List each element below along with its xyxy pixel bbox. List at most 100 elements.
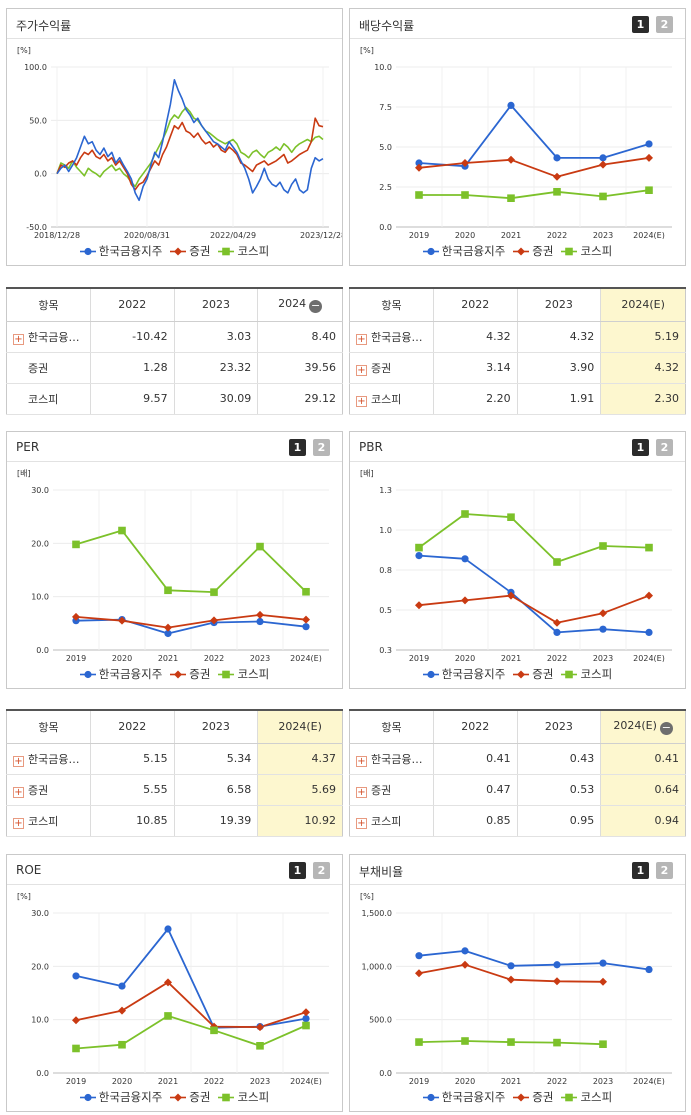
legend-item[interactable]: 한국금융지주	[422, 1089, 505, 1105]
legend-item[interactable]: 한국금융지주	[422, 666, 505, 682]
legend-item[interactable]: 코스피	[561, 243, 612, 259]
value-cell: 5.69	[257, 774, 343, 806]
panel-title: 배당수익률	[359, 19, 415, 33]
panel-title: ROE	[16, 863, 42, 877]
chart-view-1-button[interactable]: 1	[632, 16, 649, 33]
legend-item[interactable]: 한국금융지주	[422, 243, 505, 259]
value-cell: 1.28	[89, 352, 175, 384]
expand-icon[interactable]: +	[13, 755, 24, 767]
dividend-chart: [%]10.0 7.5 5.0 2.5 0.0 2019 2020 2021 2022 2023 2…	[360, 46, 672, 239]
per-table: 항목 2022 2023 2024(E) + 한국금융… 5.15 5.34 4.37 + 증권 5.…	[6, 709, 343, 837]
expand-icon[interactable]: +	[13, 786, 24, 798]
chart-view-1-button[interactable]: 1	[632, 862, 649, 879]
y-tick-label: 0.0	[379, 1069, 392, 1078]
legend-item[interactable]: 한국금융지주	[79, 1089, 162, 1105]
y-tick-label: 10.0	[31, 593, 49, 602]
expand-icon[interactable]: +	[13, 817, 24, 829]
data-point	[645, 186, 653, 194]
data-point	[415, 191, 423, 199]
data-point	[118, 526, 126, 535]
legend-swatch-icon	[170, 670, 187, 679]
legend-item[interactable]: 증권	[513, 666, 553, 682]
series-line	[56, 106, 324, 188]
x-tick-label: 2020	[112, 1077, 132, 1085]
data-point	[645, 543, 653, 552]
panel-header: 배당수익률 1 2	[350, 9, 685, 39]
data-point	[507, 591, 515, 600]
legend-item[interactable]: 코스피	[218, 243, 269, 259]
data-point	[645, 965, 653, 974]
legend-item[interactable]: 코스피	[218, 666, 269, 682]
legend-swatch-icon	[561, 1093, 578, 1102]
legend-item[interactable]: 증권	[513, 1089, 553, 1105]
legend-label: 증권	[189, 667, 211, 681]
y-tick-label: 50.0	[29, 116, 47, 125]
value-cell: 0.64	[600, 774, 686, 806]
data-point	[210, 616, 218, 625]
table-header-row: 항목 2022 2023 2024−	[6, 288, 343, 322]
value-cell: 10.85	[89, 805, 175, 837]
data-point	[164, 1012, 172, 1020]
value-cell: -10.42	[89, 321, 175, 353]
data-point	[415, 969, 423, 978]
legend-item[interactable]: 증권	[170, 666, 210, 682]
legend-label: 코스피	[237, 1090, 270, 1104]
chart-view-2-button[interactable]: 2	[313, 439, 330, 456]
chart-view-2-button[interactable]: 2	[656, 16, 673, 33]
legend-item[interactable]: 증권	[170, 243, 210, 259]
data-point	[461, 960, 469, 969]
data-point	[599, 609, 607, 618]
data-point	[507, 1038, 515, 1046]
series-line	[418, 513, 650, 563]
collapse-icon[interactable]: −	[659, 720, 673, 735]
legend-item[interactable]: 한국금융지주	[79, 666, 162, 682]
expand-icon[interactable]: +	[356, 786, 367, 798]
y-tick-label: 20.0	[31, 539, 49, 548]
expand-icon[interactable]: +	[13, 333, 24, 345]
table-header-row: 항목 2022 2023 2024(E)	[349, 288, 686, 322]
legend-item[interactable]: 증권	[513, 243, 553, 259]
legend-marker	[565, 1093, 574, 1102]
chart-view-1-button[interactable]: 1	[289, 862, 306, 879]
legend-item[interactable]: 코스피	[561, 1089, 612, 1105]
column-header-label: 2022	[461, 720, 490, 734]
expand-icon[interactable]: +	[356, 395, 367, 407]
chart-view-2-button[interactable]: 2	[656, 862, 673, 879]
value-cell: 1.91	[516, 383, 601, 415]
table-row: 증권 1.28 23.32 39.56	[6, 352, 343, 384]
legend-label: 증권	[532, 667, 554, 681]
x-tick-label: 2023	[250, 654, 270, 662]
row-name-cell: + 코스피	[6, 805, 91, 837]
chart-view-2-button[interactable]: 2	[313, 862, 330, 879]
series-line	[418, 104, 650, 168]
chart-view-1-button[interactable]: 1	[632, 439, 649, 456]
expand-icon[interactable]: +	[356, 817, 367, 829]
series-line	[75, 529, 307, 594]
chart-view-2-button[interactable]: 2	[656, 439, 673, 456]
row-name-cell: 증권	[6, 352, 91, 384]
data-point	[461, 510, 469, 518]
collapse-icon[interactable]: −	[309, 298, 323, 313]
row-name-cell: + 증권	[349, 352, 434, 384]
data-point	[415, 159, 423, 167]
data-point	[507, 194, 515, 202]
table-row: + 증권 3.14 3.90 4.32	[349, 352, 686, 384]
x-tick-label: 2023	[593, 654, 613, 662]
expand-icon[interactable]: +	[356, 755, 367, 767]
row-name-cell: + 증권	[6, 774, 91, 806]
x-tick-label: 2021	[158, 654, 178, 662]
data-point	[415, 543, 423, 552]
legend-item[interactable]: 증권	[170, 1089, 210, 1105]
legend-item[interactable]: 한국금융지주	[79, 243, 162, 259]
legend-label: 증권	[189, 1090, 211, 1104]
expand-icon[interactable]: +	[356, 333, 367, 345]
legend-item[interactable]: 코스피	[218, 1089, 269, 1105]
x-tick-label: 2022	[204, 654, 224, 662]
chart-view-1-button[interactable]: 1	[289, 439, 306, 456]
x-tick-label: 2019	[66, 1077, 86, 1085]
expand-icon[interactable]: +	[356, 364, 367, 376]
legend-label: 코스피	[237, 667, 270, 681]
legend-item[interactable]: 코스피	[561, 666, 612, 682]
y-tick-label: -50.0	[26, 223, 47, 232]
table-header-row: 항목 2022 2023 2024(E)	[6, 710, 343, 744]
